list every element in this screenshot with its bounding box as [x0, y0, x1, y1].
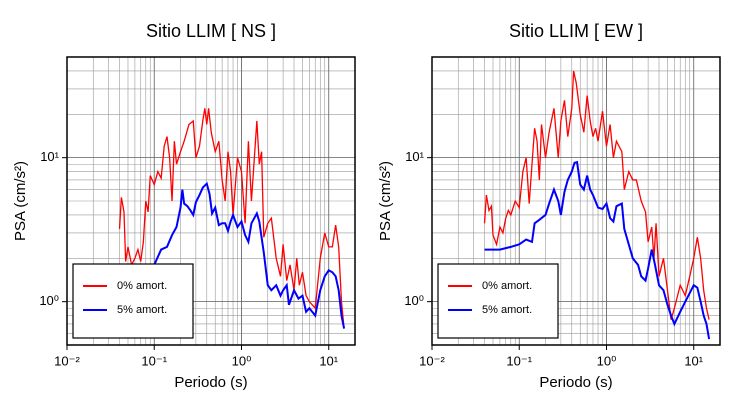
x-tick-label: 10⁻¹ [506, 353, 532, 368]
legend-label: 5% amort. [482, 304, 532, 316]
x-tick-label: 10⁰ [232, 353, 252, 368]
plot-frame [431, 56, 721, 346]
y-axis-label: PSA (cm/s²) [12, 161, 29, 241]
legend-label: 0% amort. [482, 280, 532, 292]
chart-title: Sitio LLIM [ EW ] [509, 21, 643, 41]
x-axis-label: Periodo (s) [174, 374, 247, 391]
x-tick-label: 10⁰ [597, 353, 617, 368]
y-tick-label: 10⁰ [39, 293, 59, 308]
legend-box [437, 263, 559, 339]
legend-label: 0% amort. [117, 280, 167, 292]
x-tick-label: 10⁻² [419, 353, 445, 368]
data-line [484, 160, 711, 340]
data-line [483, 70, 710, 320]
x-tick-label: 10¹ [684, 353, 703, 368]
chart-title: Sitio LLIM [ NS ] [146, 21, 276, 41]
y-tick-label: 10¹ [405, 149, 424, 164]
x-axis-label: Periodo (s) [539, 374, 612, 391]
data-line [119, 181, 346, 329]
legend-box [72, 263, 194, 339]
y-axis-label: PSA (cm/s²) [377, 161, 394, 241]
x-tick-label: 10⁻² [54, 353, 80, 368]
x-tick-label: 10¹ [319, 353, 338, 368]
legend-label: 5% amort. [117, 304, 167, 316]
y-tick-label: 10⁰ [404, 293, 424, 308]
x-tick-label: 10⁻¹ [141, 353, 167, 368]
plot-frame [66, 56, 356, 346]
data-line [118, 108, 345, 329]
y-tick-label: 10¹ [40, 149, 59, 164]
